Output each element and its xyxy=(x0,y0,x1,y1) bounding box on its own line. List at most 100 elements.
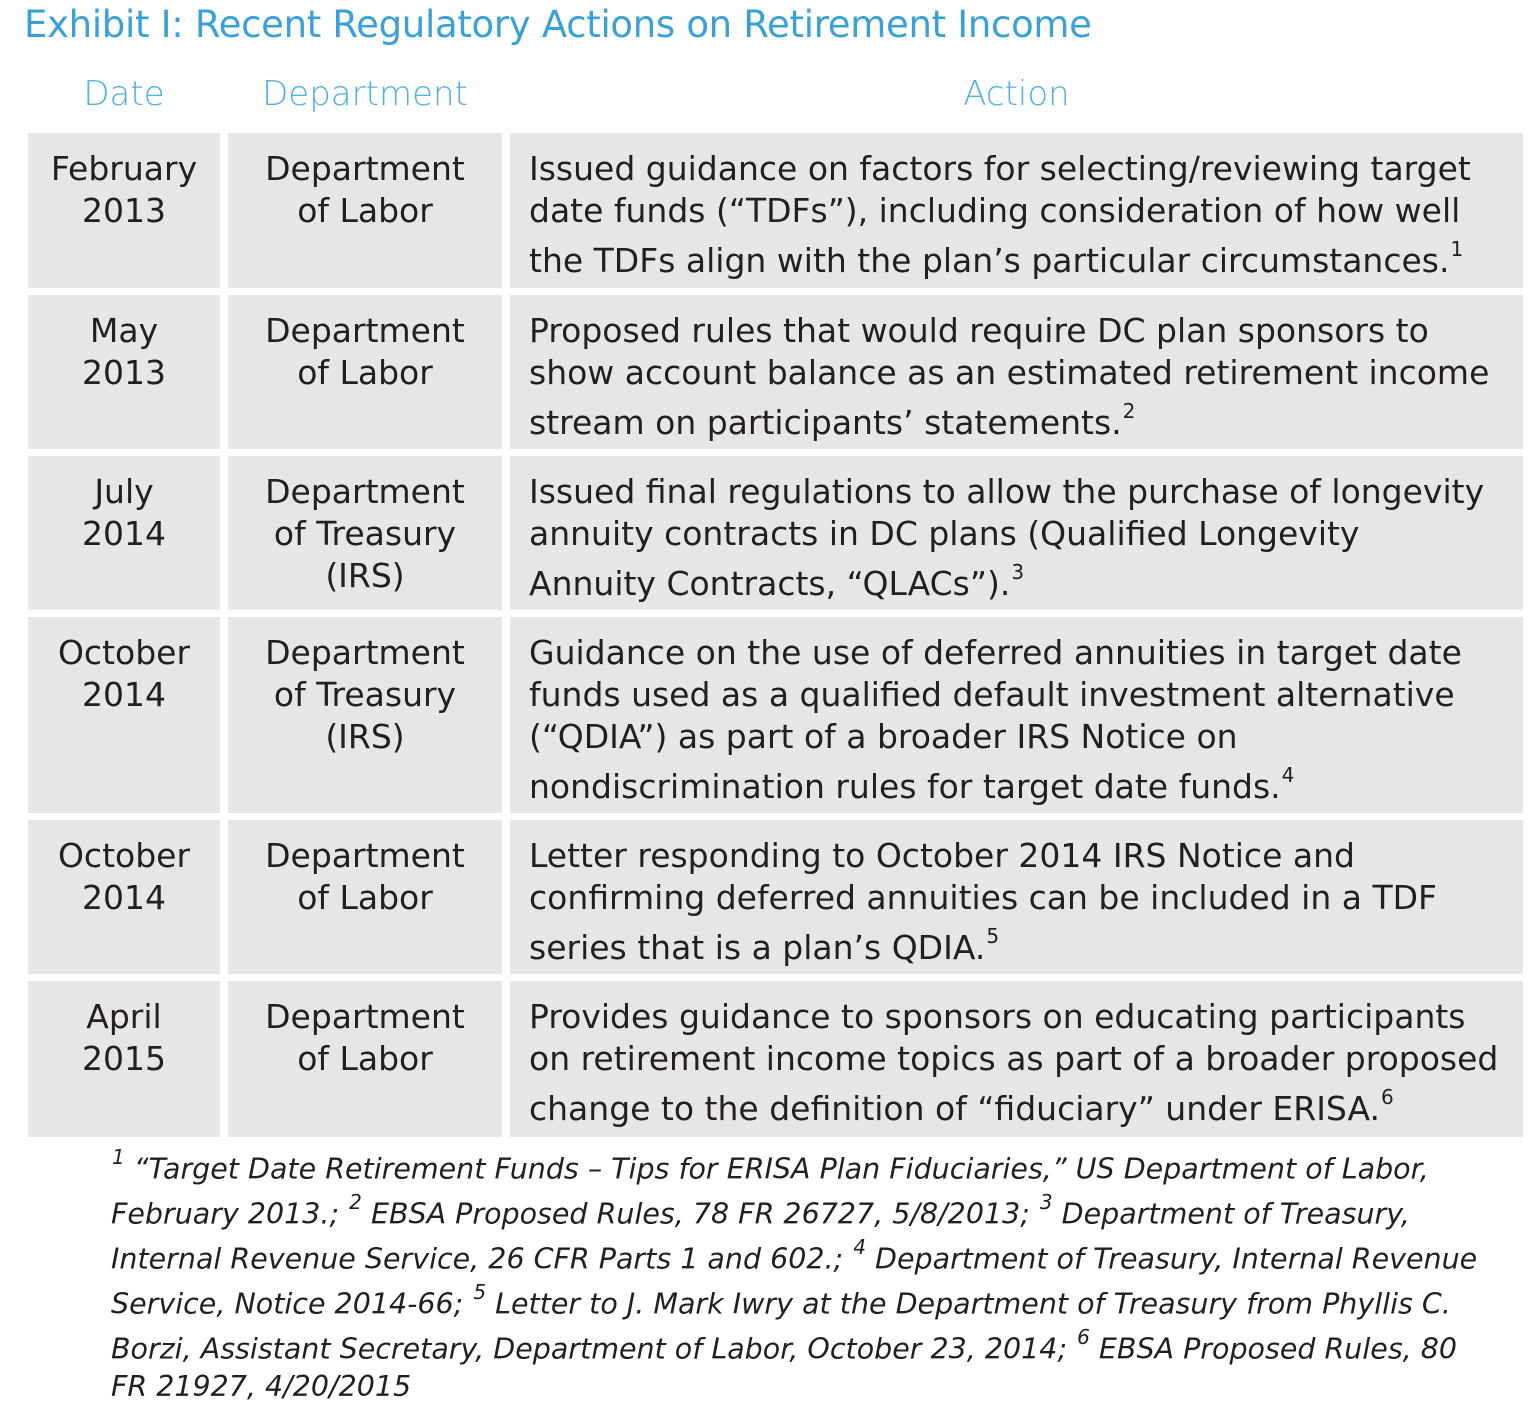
footnote-text: Borzi, Assistant Secretary, Department o… xyxy=(111,1332,1077,1366)
action-cell-line-wrap: series that is a plan’s QDIA.5 xyxy=(529,919,1515,969)
footnote-marker: 3 xyxy=(1011,560,1025,584)
date-cell-line: April xyxy=(86,997,162,1036)
department-cell-line: Department xyxy=(265,472,465,511)
footnote-marker: 2 xyxy=(1122,399,1136,423)
action-cell: Guidance on the use of deferred annuitie… xyxy=(510,617,1523,813)
department-cell-line: of Treasury xyxy=(273,675,457,714)
action-cell-line: Annuity Contracts, “QLACs”). xyxy=(529,564,1011,603)
department-cell-line: of Labor xyxy=(297,191,433,230)
action-cell: Issued guidance on factors for selecting… xyxy=(510,133,1523,288)
action-cell-line: confirming deferred annuities can be inc… xyxy=(529,878,1437,917)
footnote-text: Service, Notice 2014-66; xyxy=(111,1287,473,1321)
action-cell-line: stream on participants’ statements. xyxy=(529,403,1122,442)
action-cell-line: Provides guidance to sponsors on educati… xyxy=(529,997,1466,1036)
date-cell: October 2014 xyxy=(28,820,220,974)
footnote-number: 6 xyxy=(1077,1325,1090,1349)
department-cell: Department of Treasury (IRS) xyxy=(228,456,502,610)
action-cell-line: show account balance as an estimated ret… xyxy=(529,353,1490,392)
action-cell-line-wrap: the TDFs align with the plan’s particula… xyxy=(529,232,1515,282)
department-cell: Department of Labor xyxy=(228,133,502,288)
footnote-marker: 6 xyxy=(1380,1085,1394,1109)
date-cell: May 2013 xyxy=(28,295,220,449)
action-cell: Issued final regulations to allow the pu… xyxy=(510,456,1523,610)
footnote-number: 3 xyxy=(1039,1190,1053,1214)
table-row: February 2013 Department of Labor Issued gui… xyxy=(28,133,1523,288)
action-cell-line-wrap: Annuity Contracts, “QLACs”).3 xyxy=(529,555,1515,605)
department-cell-line: (IRS) xyxy=(325,556,405,595)
date-cell: April 2015 xyxy=(28,981,220,1137)
footnote-text: EBSA Proposed Rules, 80 xyxy=(1089,1332,1458,1366)
footnote-marker: 5 xyxy=(986,924,1000,948)
date-cell-line: October xyxy=(57,633,191,672)
action-cell-line: funds used as a qualified default invest… xyxy=(529,675,1455,714)
department-cell-line: (IRS) xyxy=(325,717,405,756)
date-cell-line: 2014 xyxy=(82,878,166,917)
action-cell-line: Proposed rules that would require DC pla… xyxy=(529,311,1429,350)
footnote-marker: 4 xyxy=(1281,763,1295,787)
department-cell-line: of Labor xyxy=(297,1039,433,1078)
table-row: July 2014 Department of Treasury (IRS) Issued… xyxy=(28,456,1523,610)
footnote-number: 5 xyxy=(473,1280,487,1304)
column-header-department: Department xyxy=(262,74,468,114)
action-cell-line-wrap: stream on participants’ statements.2 xyxy=(529,394,1515,444)
table-row: October 2014 Department of Labor Letter resp… xyxy=(28,820,1523,974)
department-cell: Department of Treasury (IRS) xyxy=(228,617,502,813)
date-cell-line: 2013 xyxy=(82,353,166,392)
footnote-line: Service, Notice 2014-66; 5 Letter to J. … xyxy=(111,1278,1501,1323)
footnote-text: Department of Treasury, xyxy=(1052,1197,1410,1231)
action-cell-line: nondiscrimination rules for target date … xyxy=(529,767,1281,806)
action-cell: Letter responding to October 2014 IRS No… xyxy=(510,820,1523,974)
action-cell-line: date funds (“TDFs”), including considera… xyxy=(529,191,1461,230)
action-cell-line: annuity contracts in DC plans (Qualified… xyxy=(529,514,1360,553)
department-cell-line: Department xyxy=(265,997,465,1036)
department-cell-line: Department xyxy=(265,149,465,188)
department-cell-line: of Treasury xyxy=(273,514,457,553)
department-cell-line: Department xyxy=(265,633,465,672)
footnote-line: Internal Revenue Service, 26 CFR Parts 1… xyxy=(111,1233,1501,1278)
date-cell-line: 2015 xyxy=(82,1039,166,1078)
action-cell-line-wrap: nondiscrimination rules for target date … xyxy=(529,758,1515,808)
department-cell-line: of Labor xyxy=(297,878,433,917)
action-cell-line: Guidance on the use of deferred annuitie… xyxy=(529,633,1462,672)
column-header-date: Date xyxy=(83,74,165,114)
footnote-number: 2 xyxy=(349,1190,362,1214)
department-cell: Department of Labor xyxy=(228,295,502,449)
action-cell-line: change to the definition of “fiduciary” … xyxy=(529,1089,1380,1128)
date-cell: February 2013 xyxy=(28,133,220,288)
action-cell-line: the TDFs align with the plan’s particula… xyxy=(529,241,1450,280)
footnote-number: 1 xyxy=(112,1145,125,1169)
table-row: May 2013 Department of Labor Proposed rules … xyxy=(28,295,1523,449)
footnote-text: February 2013.; xyxy=(111,1197,349,1231)
footnote-line: February 2013.; 2 EBSA Proposed Rules, 7… xyxy=(111,1188,1501,1233)
date-cell: July 2014 xyxy=(28,456,220,610)
department-cell: Department of Labor xyxy=(228,981,502,1137)
action-cell-line: (“QDIA”) as part of a broader IRS Notice… xyxy=(529,717,1238,756)
action-cell: Proposed rules that would require DC pla… xyxy=(510,295,1523,449)
action-cell-line: series that is a plan’s QDIA. xyxy=(529,928,986,967)
department-cell: Department of Labor xyxy=(228,820,502,974)
table-row: April 2015 Department of Labor Provides guid… xyxy=(28,981,1523,1137)
exhibit-title: Exhibit I: Recent Regulatory Actions on … xyxy=(24,3,1092,46)
action-cell-line: Letter responding to October 2014 IRS No… xyxy=(529,836,1355,875)
action-cell-line: Issued guidance on factors for selecting… xyxy=(529,149,1471,188)
regulatory-actions-table: February 2013 Department of Labor Issued gui… xyxy=(28,133,1523,1144)
action-cell-line: Issued final regulations to allow the pu… xyxy=(529,472,1485,511)
footnote-line: 1 “Target Date Retirement Funds – Tips f… xyxy=(111,1143,1501,1188)
footnote-text: Internal Revenue Service, 26 CFR Parts 1… xyxy=(111,1242,853,1276)
action-cell: Provides guidance to sponsors on educati… xyxy=(510,981,1523,1137)
date-cell: October 2014 xyxy=(28,617,220,813)
footnote-text: Letter to J. Mark Iwry at the Department… xyxy=(486,1287,1451,1321)
date-cell-line: 2014 xyxy=(82,514,166,553)
department-cell-line: Department xyxy=(265,836,465,875)
date-cell-line: February xyxy=(50,149,198,188)
date-cell-line: July xyxy=(94,472,154,511)
footnote-text: “Target Date Retirement Funds – Tips for… xyxy=(124,1152,1429,1186)
footnote-text: Department of Treasury, Internal Revenue xyxy=(865,1242,1478,1276)
column-header-action: Action xyxy=(963,74,1070,114)
department-cell-line: Department xyxy=(265,311,465,350)
date-cell-line: May xyxy=(89,311,159,350)
footnote-line: FR 21927, 4/20/2015 xyxy=(111,1368,1501,1406)
department-cell-line: of Labor xyxy=(297,353,433,392)
date-cell-line: 2013 xyxy=(82,191,166,230)
footnote-marker: 1 xyxy=(1450,237,1464,261)
